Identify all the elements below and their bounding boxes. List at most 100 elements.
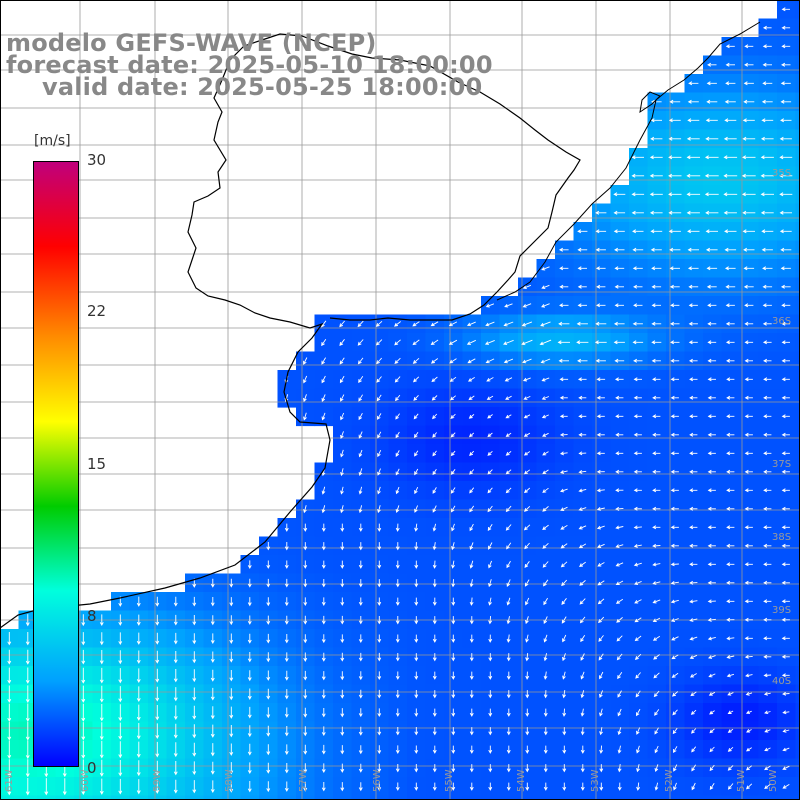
wind-arrow <box>432 745 437 754</box>
wind-arrow <box>743 284 754 289</box>
wind-arrow <box>613 210 626 215</box>
wind-arrow <box>689 580 698 585</box>
longitude-labels: 61W 60W 59W 58W 57W 56W 55W 54W 53W 52W 51W 50W <box>4 769 779 792</box>
wind-arrow <box>633 395 642 400</box>
wind-arrow <box>469 469 475 475</box>
wind-arrow <box>487 524 493 531</box>
wind-arrow <box>524 542 530 550</box>
wind-arrow <box>395 616 400 625</box>
wind-arrow <box>724 99 736 104</box>
wind-arrow <box>321 689 326 699</box>
wind-arrow <box>523 524 531 531</box>
wind-arrow <box>81 722 86 741</box>
wind-arrow <box>521 321 533 327</box>
wind-arrow <box>488 560 493 569</box>
wind-arrow <box>706 99 718 104</box>
wind-arrow <box>358 763 363 773</box>
wind-arrow <box>744 469 753 474</box>
wind-arrow <box>726 414 735 419</box>
speed-cell <box>407 795 427 800</box>
wind-arrow <box>686 192 701 197</box>
wind-arrow <box>99 667 104 684</box>
wind-arrow <box>707 395 716 400</box>
wind-arrow <box>762 303 772 308</box>
wind-arrow <box>689 636 698 641</box>
speed-cell <box>259 795 279 800</box>
wind-arrow <box>541 303 550 308</box>
wind-arrow <box>414 782 419 791</box>
wind-arrow <box>210 724 215 738</box>
wind-arrow <box>395 505 400 513</box>
wind-arrow <box>761 247 773 252</box>
wind-arrow <box>432 450 437 457</box>
wind-arrow <box>654 782 659 791</box>
speed-cell <box>795 536 800 556</box>
wind-arrow <box>781 25 791 30</box>
wind-arrow <box>414 468 419 476</box>
wind-arrow <box>192 596 197 607</box>
wind-arrow <box>192 687 197 701</box>
wind-arrow <box>763 469 772 474</box>
speed-cell <box>795 629 800 649</box>
wind-arrow <box>688 81 699 86</box>
wind-arrow <box>469 634 474 643</box>
wind-arrow <box>744 543 753 548</box>
wind-arrow <box>615 469 624 474</box>
wind-arrow <box>487 450 493 456</box>
wind-arrow <box>377 486 381 495</box>
wind-arrow <box>81 778 86 796</box>
wind-arrow <box>506 745 511 754</box>
wind-arrow <box>99 704 104 722</box>
wind-arrow <box>781 673 790 678</box>
speed-cell <box>222 795 242 800</box>
speed-cell <box>795 185 800 205</box>
wind-arrow <box>523 469 531 475</box>
wind-arrow <box>742 118 755 123</box>
wind-arrow <box>596 303 606 308</box>
wind-arrow <box>506 616 511 625</box>
wind-arrow <box>376 394 382 402</box>
wind-arrow <box>303 412 307 421</box>
wind-arrow <box>414 560 419 569</box>
wind-arrow <box>284 689 289 700</box>
wind-arrow <box>81 649 86 665</box>
wind-arrow <box>744 506 753 511</box>
longitude-label: 51W <box>736 769 747 792</box>
wind-arrow <box>670 303 680 308</box>
wind-arrow <box>303 652 308 662</box>
wind-arrow <box>284 578 289 588</box>
wind-arrow <box>377 505 381 514</box>
wind-arrow <box>686 173 701 178</box>
wind-arrow <box>632 229 644 234</box>
wind-arrow <box>636 745 640 754</box>
wind-arrow <box>432 653 437 662</box>
wind-arrow <box>617 708 622 717</box>
wind-arrow <box>615 544 624 548</box>
wind-arrow <box>450 450 456 457</box>
wind-arrow <box>266 615 271 625</box>
wind-arrow <box>744 451 753 456</box>
wind-arrow <box>762 340 772 345</box>
wind-arrow <box>247 633 252 644</box>
wind-arrow <box>595 321 607 326</box>
wind-arrow <box>744 562 753 567</box>
wind-arrow <box>229 597 234 607</box>
wind-arrow <box>649 155 663 160</box>
wind-arrow <box>632 340 644 345</box>
wind-arrow <box>652 469 661 474</box>
wind-arrow <box>210 706 215 720</box>
wind-arrow <box>99 722 104 741</box>
wind-arrow <box>155 723 160 740</box>
wind-arrow <box>651 303 661 308</box>
wind-arrow <box>523 451 531 456</box>
speed-cell <box>795 351 800 371</box>
wind-arrow <box>7 759 12 778</box>
wind-arrow <box>633 414 642 419</box>
wind-arrow <box>595 210 607 215</box>
speed-cell <box>277 795 297 800</box>
wind-arrow <box>726 655 735 659</box>
wind-arrow <box>741 192 756 197</box>
wind-arrow <box>631 210 644 215</box>
wind-arrow <box>691 728 697 734</box>
speed-cell <box>129 795 149 800</box>
